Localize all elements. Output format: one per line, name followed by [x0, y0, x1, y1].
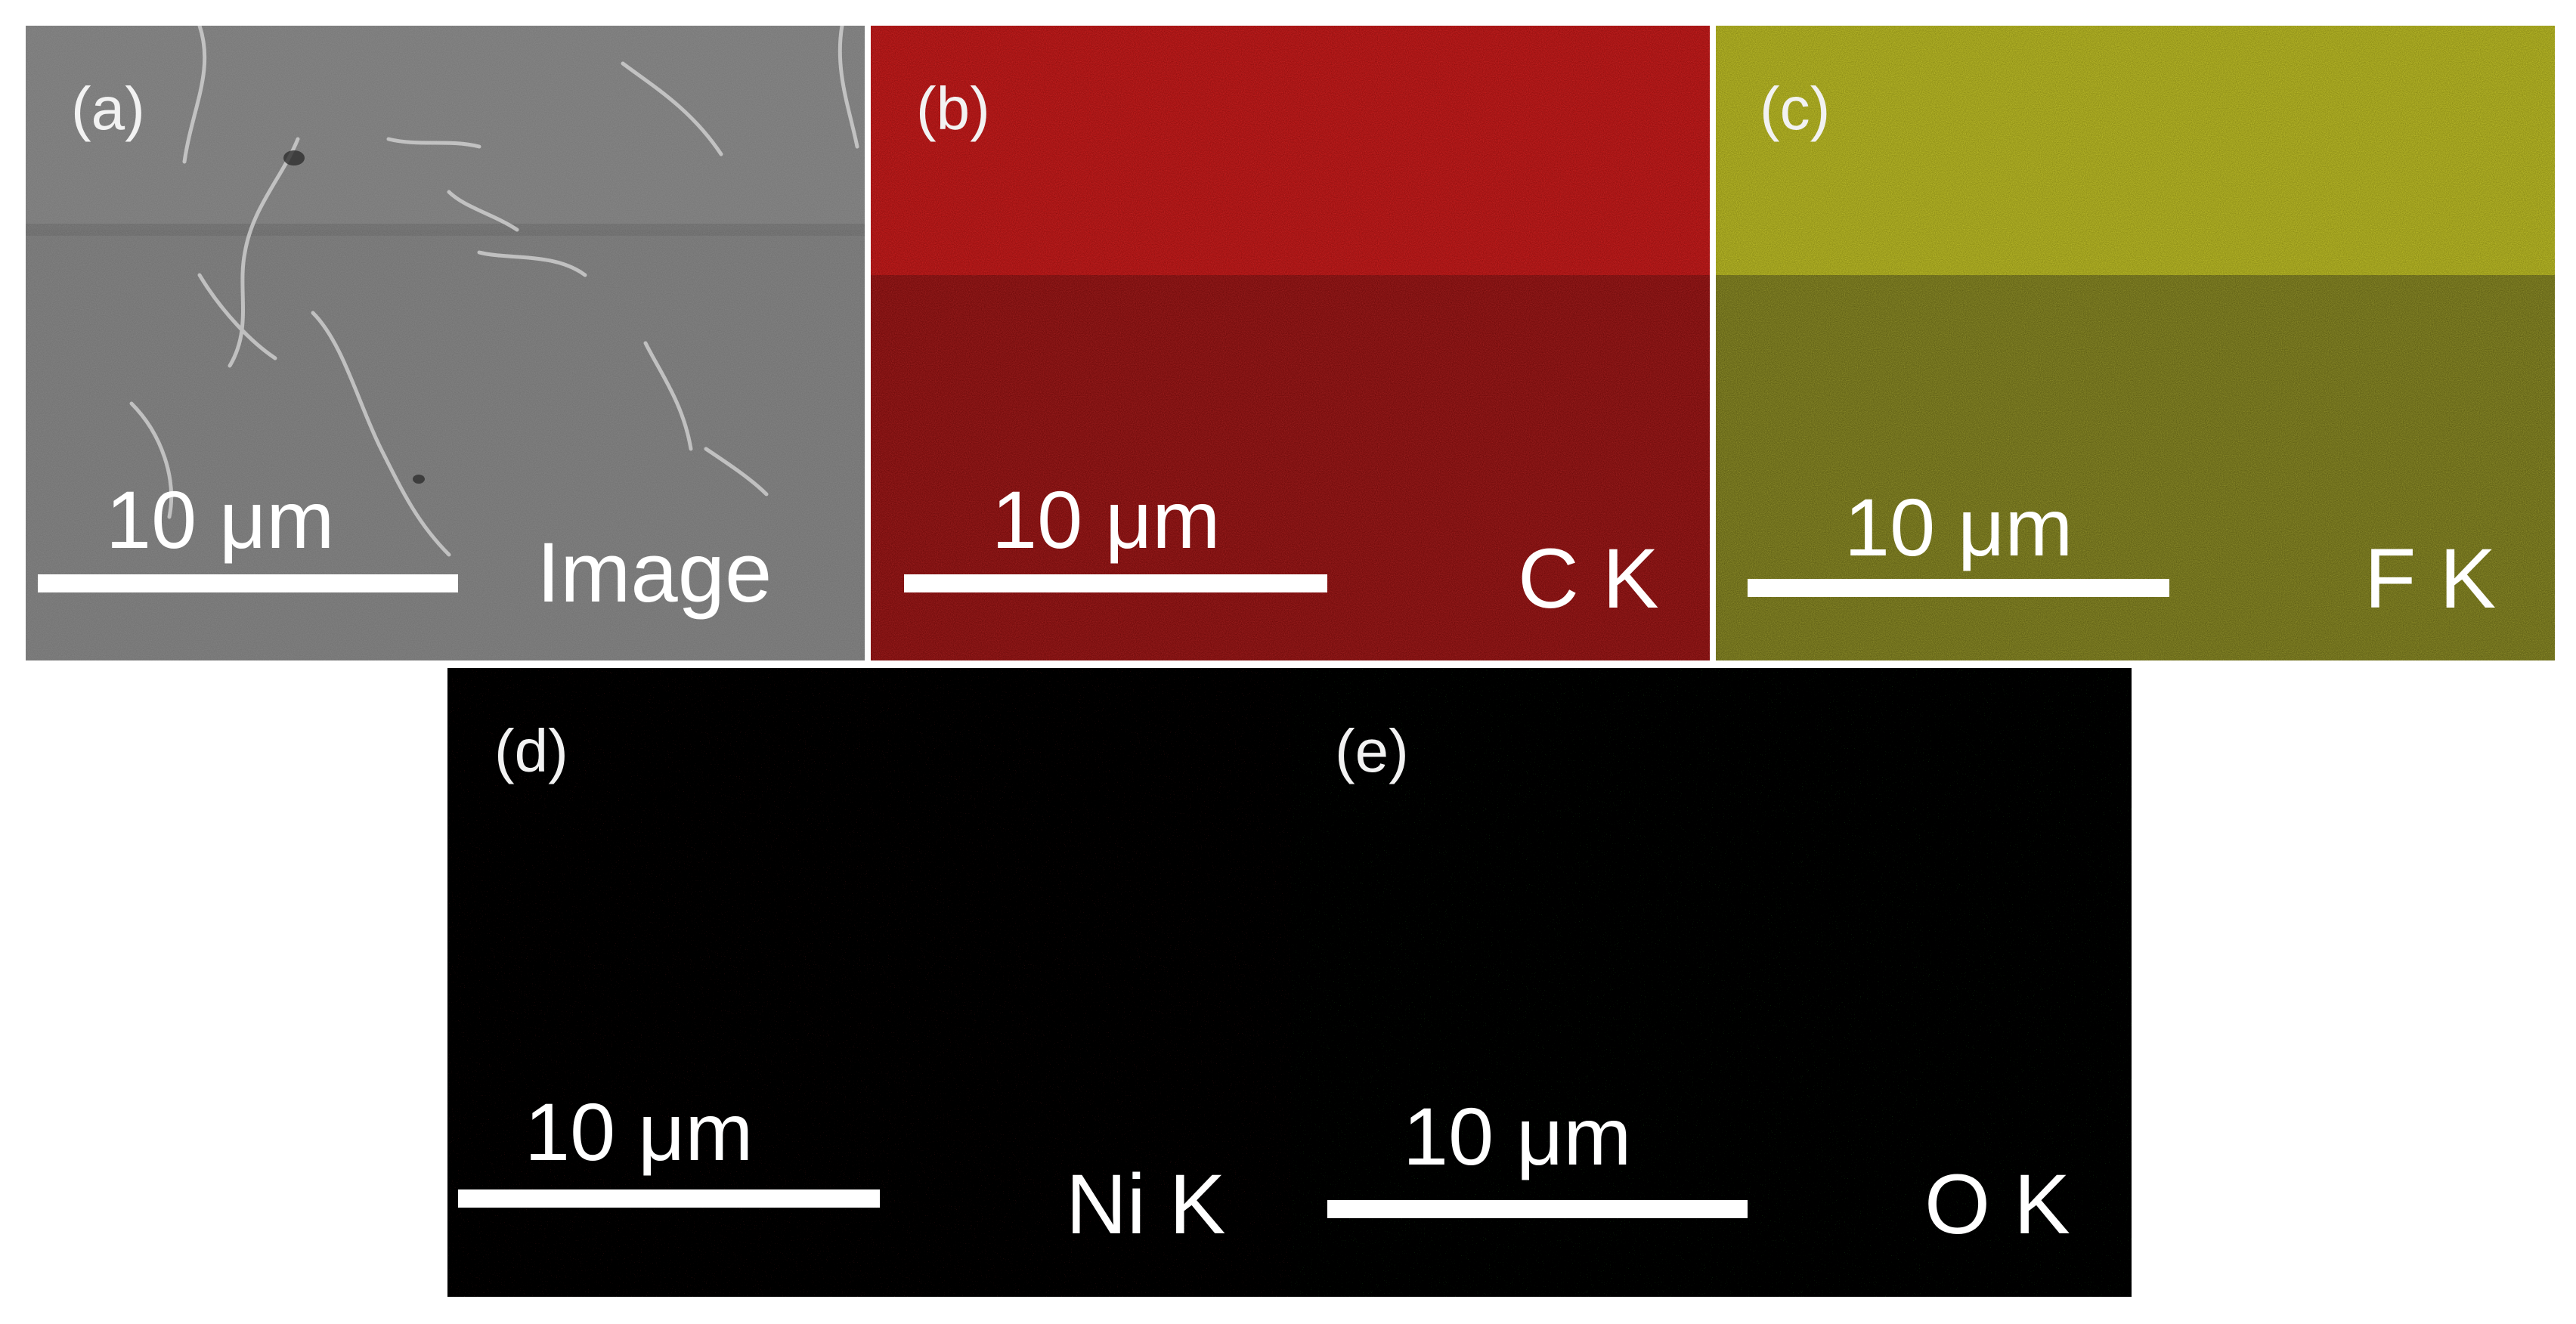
sem-image-panel: (a) 10 μm Image	[26, 26, 865, 660]
fluorine-eds-map	[1716, 26, 2555, 660]
scale-bar	[38, 574, 458, 592]
oxygen-eds-map	[1291, 668, 2132, 1297]
panel-label: (c)	[1760, 75, 1831, 142]
panel-label: (a)	[71, 75, 145, 142]
scale-bar	[458, 1189, 880, 1208]
scale-bar-label: 10 μm	[525, 1086, 754, 1177]
scale-bar	[1327, 1200, 1748, 1218]
carbon-map-panel: (b) 10 μm C K	[871, 26, 1710, 660]
element-label: Ni K	[1066, 1157, 1226, 1251]
scale-bar-label: 10 μm	[992, 474, 1221, 565]
nickel-map-panel: (d) 10 μm Ni K	[447, 668, 1291, 1297]
carbon-eds-map	[871, 26, 1710, 660]
scale-bar-label: 10 μm	[106, 474, 335, 565]
panel-label: (e)	[1335, 717, 1409, 784]
sem-micrograph	[26, 26, 865, 660]
panel-label: (b)	[916, 75, 990, 142]
element-label: C K	[1518, 531, 1659, 626]
panel-label: (d)	[494, 717, 568, 784]
scale-bar	[904, 574, 1327, 592]
fluorine-map-panel: (c) 10 μm F K	[1716, 26, 2555, 660]
scale-bar-label: 10 μm	[1844, 481, 2073, 573]
element-label: O K	[1924, 1157, 2070, 1251]
element-label: F K	[2364, 531, 2497, 626]
scale-bar-label: 10 μm	[1403, 1090, 1632, 1182]
scale-bar	[1748, 579, 2169, 597]
oxygen-map-panel: (e) 10 μm O K	[1291, 668, 2132, 1297]
element-label: Image	[537, 525, 772, 620]
